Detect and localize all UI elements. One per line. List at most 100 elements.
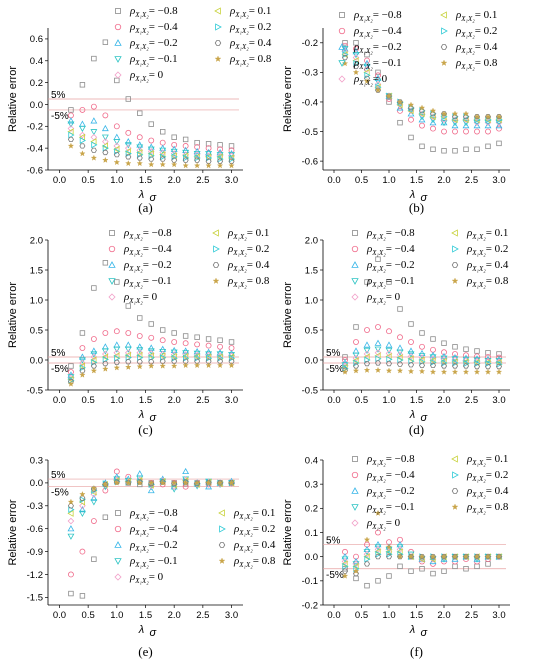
y-tick-label: 0.2 — [30, 78, 43, 89]
legend-marker — [213, 245, 220, 253]
legend-label: ρX₁X₂= −0.2 — [366, 259, 415, 273]
legend-label: ρX₁X₂= 0.2 — [466, 243, 508, 257]
data-point — [418, 104, 426, 111]
data-point — [216, 362, 224, 369]
data-point — [136, 479, 143, 486]
data-point — [136, 333, 143, 339]
data-point — [79, 368, 86, 374]
data-point — [113, 359, 120, 365]
x-tick-label: 0.5 — [82, 610, 95, 621]
data-point — [374, 346, 382, 353]
x-axis-title: λ — [409, 409, 415, 421]
data-point — [124, 346, 132, 353]
data-point — [353, 324, 359, 330]
data-point — [171, 362, 178, 369]
data-point — [408, 134, 414, 141]
legend-label: ρX₁X₂= 0 — [366, 517, 401, 531]
data-point — [182, 333, 189, 339]
x-tick-label: 1.0 — [110, 610, 123, 621]
legend-marker — [108, 293, 116, 301]
data-point — [342, 568, 348, 574]
data-point — [374, 74, 382, 81]
data-point — [217, 358, 224, 364]
legend-marker — [115, 8, 121, 14]
data-point — [136, 347, 144, 354]
data-point — [397, 563, 403, 570]
data-point — [462, 120, 470, 127]
x-tick-label: 2.5 — [465, 395, 478, 406]
data-point — [67, 525, 75, 532]
x-axis-title-sub: σ — [421, 412, 428, 424]
legend-marker — [351, 278, 359, 285]
legend-label: ρX₁X₂= 0.1 — [455, 9, 497, 23]
data-point — [418, 116, 426, 123]
data-point — [396, 98, 404, 105]
x-tick-label: 1.0 — [382, 610, 395, 621]
data-point — [124, 341, 132, 348]
data-point — [374, 509, 382, 516]
data-point — [194, 358, 201, 364]
data-point — [102, 361, 109, 367]
legend-marker — [212, 277, 220, 284]
data-point — [217, 158, 224, 164]
x-tick-label: 1.5 — [410, 395, 423, 406]
legend-marker — [115, 510, 121, 516]
data-point — [67, 498, 75, 505]
data-point — [113, 159, 120, 166]
data-point — [90, 336, 97, 342]
data-point — [78, 510, 86, 518]
data-point — [68, 571, 74, 578]
data-point — [102, 487, 109, 494]
data-point — [495, 553, 503, 560]
legend-marker — [451, 262, 459, 268]
data-point — [101, 353, 108, 361]
data-point — [182, 352, 189, 360]
x-axis-title-sub: σ — [421, 627, 428, 639]
data-point — [216, 353, 223, 361]
data-point — [102, 39, 109, 45]
data-point — [374, 548, 381, 556]
data-point — [363, 549, 371, 556]
data-point — [113, 123, 120, 130]
data-point — [375, 256, 381, 262]
data-point — [182, 157, 189, 163]
data-point — [474, 360, 481, 368]
data-point — [205, 148, 213, 156]
data-point — [440, 553, 448, 560]
data-point — [148, 161, 155, 168]
x-tick-label: 1.5 — [139, 610, 152, 621]
data-point — [353, 575, 359, 582]
data-point — [473, 113, 481, 120]
data-point — [90, 351, 98, 358]
legend-marker — [114, 39, 122, 46]
legend-label: ρX₁X₂= −0.4 — [123, 243, 172, 257]
data-point — [484, 113, 492, 120]
y-axis-title: Relative error — [7, 66, 19, 132]
data-point — [396, 544, 404, 551]
data-point — [396, 349, 404, 356]
data-point — [341, 558, 349, 565]
legend-marker — [114, 525, 122, 533]
data-point — [441, 363, 447, 369]
data-point — [451, 553, 459, 560]
data-point — [385, 543, 393, 550]
data-point — [385, 341, 393, 348]
data-point — [159, 156, 166, 162]
x-tick-label: 1.5 — [410, 610, 423, 621]
ref-label-lower: -5% — [326, 570, 344, 581]
data-point — [452, 128, 458, 135]
data-point — [419, 122, 425, 129]
data-point — [113, 138, 121, 146]
legend-marker — [214, 40, 222, 46]
chart-panel-5: 0.0 0.5 1.0 1.5 2.0 2.5 3.0 -0.2 -0.1 0.0 0.1 0.2 0.… — [282, 453, 510, 659]
data-point — [102, 350, 109, 358]
y-tick-label: 0.0 — [30, 100, 43, 111]
legend-label: ρX₁X₂= −0.4 — [366, 243, 415, 257]
data-point — [374, 544, 382, 551]
data-point — [386, 573, 392, 579]
data-point — [363, 350, 371, 358]
data-point — [170, 152, 177, 160]
y-tick-label: -0.3 — [27, 501, 43, 512]
y-tick-label: 1.0 — [30, 295, 43, 306]
legend-label: ρX₁X₂= 0.1 — [466, 453, 508, 467]
